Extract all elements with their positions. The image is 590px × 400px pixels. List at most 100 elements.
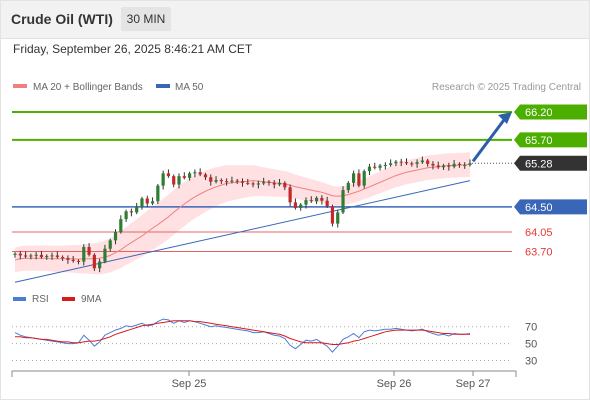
candle-body [346,182,350,191]
candle-body [447,165,451,167]
candle-body [61,257,65,259]
candle-body [161,173,165,186]
candle-body [431,163,435,166]
projection-arrow [471,111,512,163]
candle-body [389,163,393,165]
candle-body [426,160,430,164]
candle-body [336,212,340,224]
projection-arrow-shaft [471,119,506,163]
candle-body [272,182,276,185]
candle-body [92,254,96,269]
candle-body [135,206,139,213]
candle-body [341,190,345,213]
candle-body [420,160,424,163]
candle-body [240,181,245,183]
candle-body [166,173,171,177]
candle-body [214,180,218,182]
candle-body [187,173,192,178]
instrument-title: Crude Oil (WTI) [11,11,113,27]
candle-body [71,259,75,261]
candle-body [404,162,409,164]
candle-body [410,163,414,165]
candle-body [198,172,202,175]
candle-body [182,176,186,178]
rsi-ma-legend-label: 9MA [81,294,102,305]
candle-body [103,248,107,262]
candle-body [124,211,128,220]
candle-body [367,166,372,172]
candle-body [55,255,59,258]
candle-body [436,165,440,168]
rsi-tick-70: 70 [525,322,537,334]
candle-body [108,240,112,249]
candle-body [119,219,123,232]
ma50-legend-label: MA 50 [175,82,204,93]
candle-body [394,161,398,164]
candle-body [225,181,229,183]
level-label-64.50: 64.50 [525,202,553,214]
candle-body [293,202,298,208]
candle-body [156,185,160,202]
rsi-series [14,318,471,353]
level-labels: 66.20 65.70 65.28 64.50 64.05 63.70 [514,104,587,259]
x-axis: Sep 25 Sep 26 Sep 27 [11,370,517,390]
candle-body [145,198,149,204]
level-label-66.20: 66.20 [525,107,553,119]
candle-body [172,176,176,185]
candle-body [23,255,28,257]
candle-body [330,206,335,224]
level-tag-64.50 [514,199,587,215]
level-tag-65.28 [514,155,587,171]
candle-body [452,163,456,167]
candle-body [209,177,213,182]
candle-body [299,204,303,208]
ma50-legend-swatch [156,84,170,88]
timeframe-button[interactable]: 30 MIN [121,7,171,31]
candle-body [262,181,266,184]
rsi-gridlines: 70 50 30 [12,322,537,368]
level-label-63.70: 63.70 [525,247,553,259]
candle-body [13,253,17,255]
candle-body [177,176,181,185]
level-tag-65.70 [514,132,587,148]
level-label-64.05: 64.05 [525,227,553,239]
x-tick-label: Sep 26 [377,378,412,390]
rsi-legend-label: RSI [32,294,49,305]
candle-body [468,163,472,165]
candle-body [230,180,234,182]
candle-body [352,173,356,183]
candle-body [140,198,144,207]
candle-body [415,162,419,164]
rsi-ma-line [15,320,470,345]
ma50-line [14,180,471,283]
x-tick-label: Sep 25 [172,378,207,390]
rsi-tick-30: 30 [525,356,537,368]
candle-body [357,173,361,186]
rsi-tick-50: 50 [525,339,537,351]
candle-body [76,260,81,262]
candle-body [87,247,91,255]
price-levels [12,110,512,253]
candle-body [66,258,70,260]
candle-body [203,174,208,178]
candle-body [34,254,38,256]
candle-body [463,164,467,166]
ma20-legend-swatch [13,84,27,88]
level-tag-66.20 [514,104,587,120]
candle-body [325,200,329,207]
ma20-legend-label: MA 20 + Bollinger Bands [33,82,143,93]
candle-body [45,255,49,258]
rsi-ma-legend-swatch [62,297,75,301]
candle-body [246,182,250,184]
candle-body [373,166,377,168]
level-label-65.70: 65.70 [525,135,553,147]
candle-body [283,182,287,188]
candle-body [309,200,313,202]
candle-body [288,187,292,203]
rsi-line [14,318,471,353]
candle-body [113,231,118,241]
candle-body [50,255,54,257]
candle-body [150,201,155,204]
candle-body [256,183,260,185]
candle-body [362,171,366,186]
